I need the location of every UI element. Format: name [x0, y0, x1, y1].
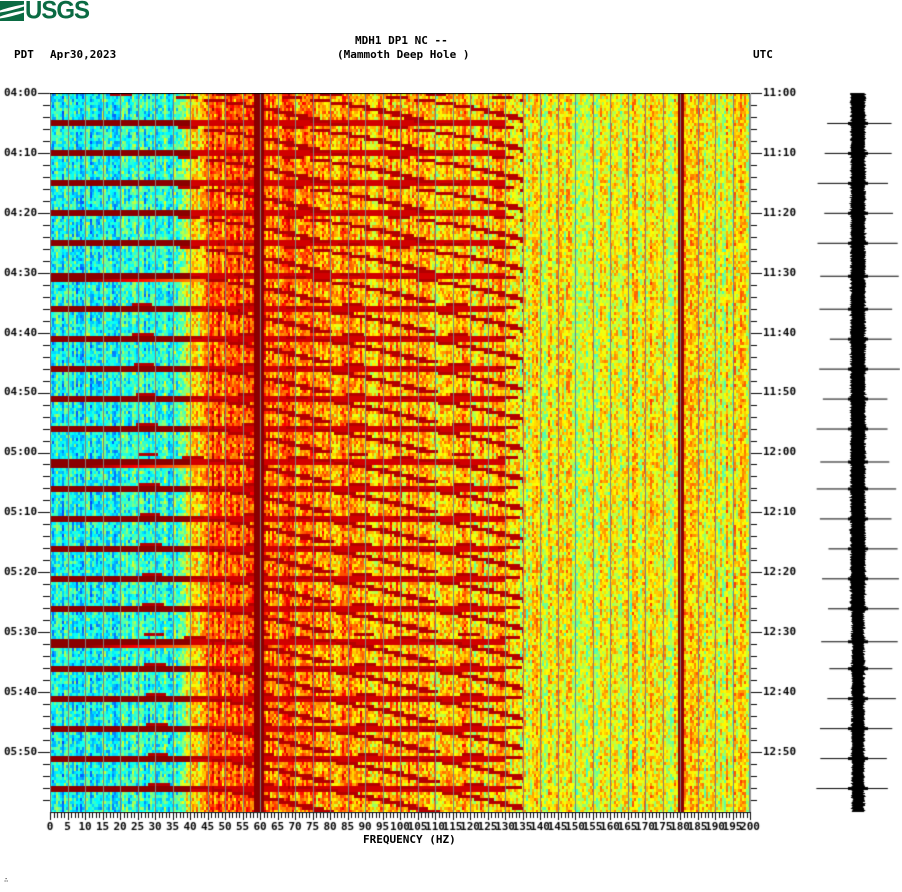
spectrogram-plot [50, 93, 750, 812]
corner-mark: ∴ [4, 876, 9, 884]
seismogram-trace [815, 90, 900, 815]
x-axis-label: FREQUENCY (HZ) [363, 833, 456, 846]
